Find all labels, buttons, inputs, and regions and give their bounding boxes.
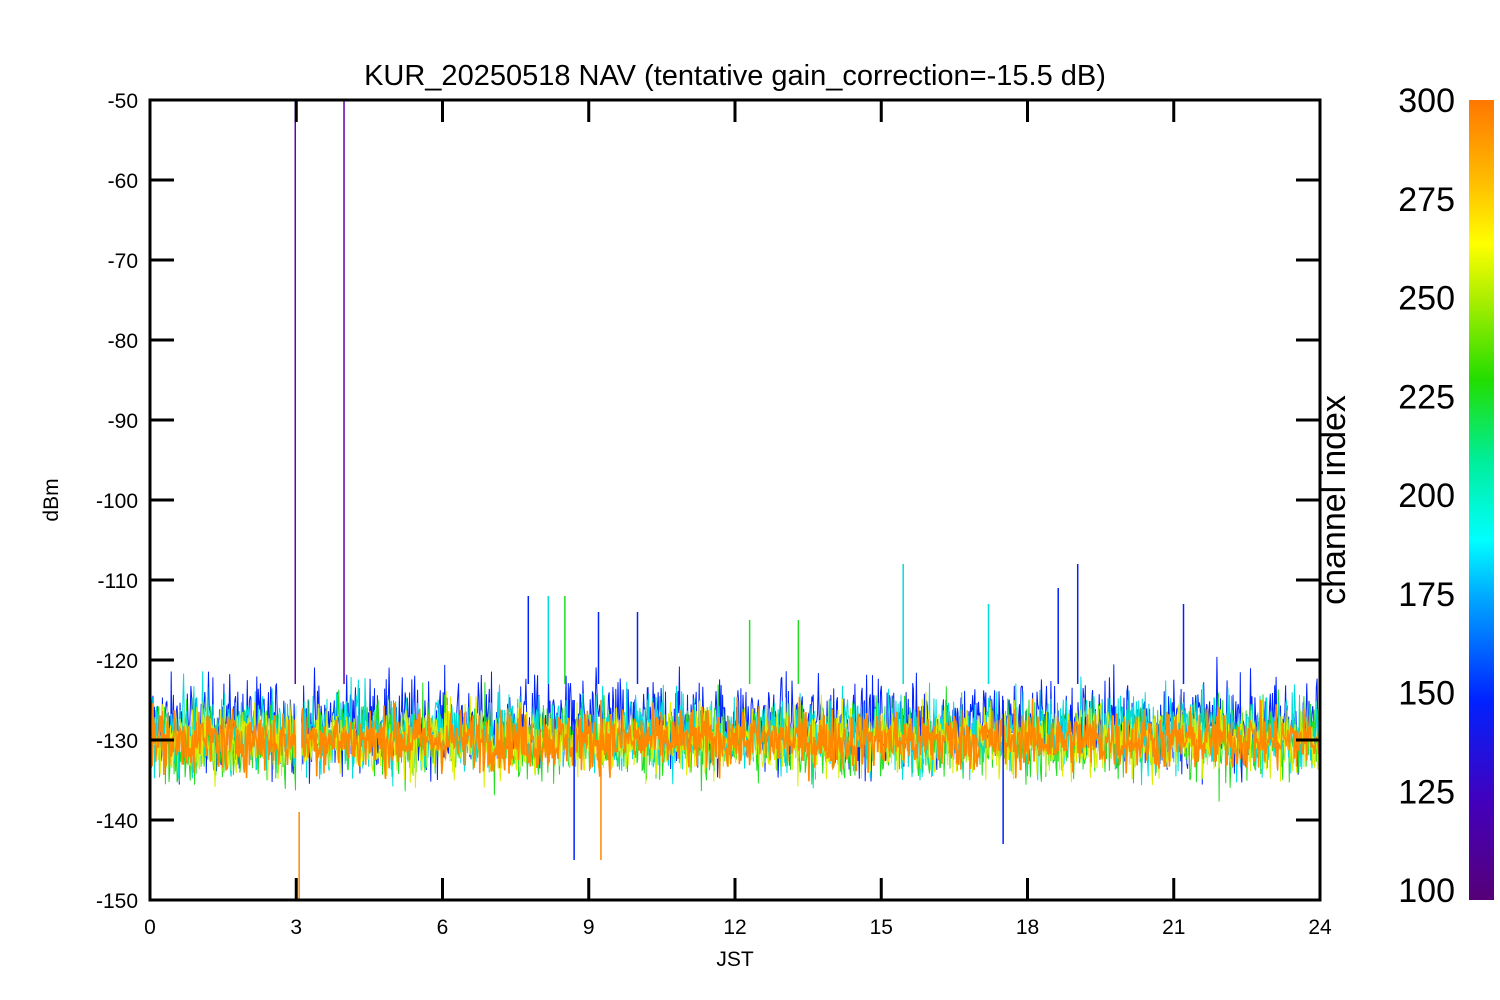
colorbar-tick-label: 175 — [1398, 576, 1455, 614]
x-axis: 0 3 6 9 12 15 18 21 24 — [144, 100, 1332, 939]
x-tick-label: 24 — [1308, 916, 1332, 939]
colorbar-tick-label: 275 — [1398, 181, 1455, 219]
series-layer — [150, 656, 1320, 802]
y-tick-label: -80 — [108, 330, 138, 353]
y-tick-label: -150 — [96, 890, 138, 913]
colorbar-label: channel index — [1315, 395, 1353, 605]
y-tick-label: -120 — [96, 650, 138, 673]
colorbar-tick-label: 300 — [1398, 82, 1455, 120]
colorbar-tick-label: 200 — [1398, 477, 1455, 515]
y-tick-label: -60 — [108, 170, 138, 193]
y-tick-label: -70 — [108, 250, 138, 273]
series-line-290 — [150, 696, 1320, 782]
y-tick-label: -50 — [108, 90, 138, 113]
x-tick-label: 21 — [1162, 916, 1185, 939]
colorbar-tick-label: 150 — [1398, 675, 1455, 713]
chart-title: KUR_20250518 NAV (tentative gain_correct… — [364, 60, 1106, 92]
x-axis-label: JST — [716, 948, 754, 971]
colorbar-ticks: 100 125 150 175 200 225 250 275 300 — [1398, 82, 1455, 910]
x-tick-label: 12 — [723, 916, 746, 939]
x-tick-label: 0 — [144, 916, 156, 939]
x-tick-label: 6 — [437, 916, 449, 939]
colorbar-tick-label: 225 — [1398, 378, 1455, 416]
y-tick-label: -100 — [96, 490, 138, 513]
colorbar-tick-label: 250 — [1398, 280, 1455, 318]
x-tick-label: 3 — [290, 916, 302, 939]
plot-frame — [148, 98, 1322, 902]
y-axis-label: dBm — [40, 478, 63, 521]
y-tick-label: -90 — [108, 410, 138, 433]
x-tick-label: 9 — [583, 916, 595, 939]
y-tick-label: -130 — [96, 730, 138, 753]
colorbar — [1469, 100, 1494, 900]
y-axis: -50 -60 -70 -80 -90 -100 -110 -120 -130 -140 -150 — [96, 90, 1320, 913]
colorbar-tick-label: 100 — [1398, 872, 1455, 910]
spike-layer — [294, 100, 1185, 900]
y-tick-label: -140 — [96, 810, 138, 833]
plot-area — [150, 100, 1320, 900]
x-tick-label: 18 — [1016, 916, 1039, 939]
y-tick-label: -110 — [98, 570, 138, 593]
data-gap — [296, 668, 302, 812]
colorbar-tick-label: 125 — [1398, 773, 1455, 811]
x-tick-label: 15 — [870, 916, 893, 939]
